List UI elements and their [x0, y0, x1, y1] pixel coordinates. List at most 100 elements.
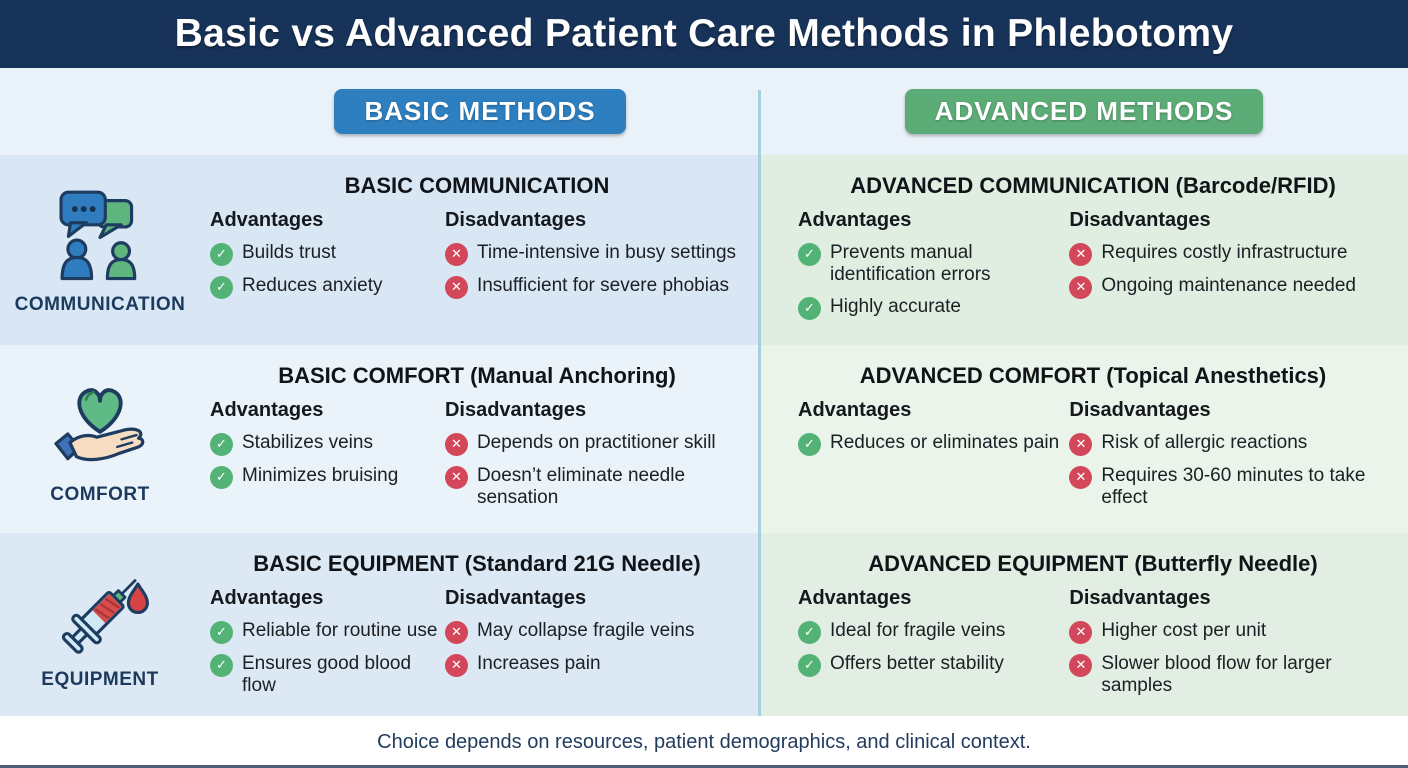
cross-icon: ✕	[444, 466, 468, 489]
advantages-column: Advantages ✓ Reliable for routine use ✓ Ens…	[210, 587, 445, 707]
item-text: Ideal for fragile veins	[830, 620, 1006, 641]
row-comfort: COMFORT BASIC COMFORT (Manual Anchoring)…	[0, 345, 1408, 533]
category-label: EQUIPMENT	[41, 668, 159, 690]
disadvantage-item: ✕ Ongoing maintenance needed	[1069, 275, 1388, 299]
category-label: COMFORT	[50, 484, 150, 505]
cell-title: ADVANCED COMMUNICATION (Barcode/RFID)	[850, 173, 1336, 198]
page-title: Basic vs Advanced Patient Care Methods i…	[174, 12, 1234, 55]
item-text: Builds trust	[242, 242, 336, 263]
disadvantage-item: ✕ Increases pain	[444, 653, 744, 677]
basic-methods-badge: BASIC METHODS	[334, 89, 626, 134]
advanced-equipment-cell: ADVANCED EQUIPMENT (Butterfly Needle) Ad…	[760, 533, 1408, 716]
check-icon: ✓	[798, 654, 821, 677]
communication-icon-cell: COMMUNICATION	[0, 155, 200, 345]
item-text: May collapse fragile veins	[476, 620, 695, 641]
comfort-icon-cell: COMFORT	[0, 345, 200, 533]
disadvantage-item: ✕ Insufficient for severe phobias	[444, 275, 744, 299]
disadvantages-column: Disadvantages ✕ Higher cost per unit ✕ Slow…	[1069, 587, 1388, 707]
advantage-item: ✓ Ideal for fragile veins	[798, 620, 1069, 644]
advantage-item: ✓ Ensures good blood flow	[210, 653, 445, 698]
disadvantages-column: Disadvantages ✕ Depends on practitioner s…	[444, 399, 744, 519]
item-text: Time-intensive in busy settings	[476, 242, 737, 263]
cross-icon: ✕	[1069, 433, 1093, 456]
disadvantages-list: ✕ May collapse fragile veins ✕ Increases pa…	[444, 620, 744, 677]
item-text: Reliable for routine use	[242, 620, 438, 641]
item-text: Requires 30-60 minutes to take effect	[1101, 465, 1366, 509]
basic-comfort-cell: BASIC COMFORT (Manual Anchoring) Advanta…	[200, 345, 760, 533]
category-label: COMMUNICATION	[14, 294, 186, 315]
advanced-zone: ADVANCED METHODS	[760, 89, 1408, 134]
item-text: Higher cost per unit	[1101, 620, 1267, 641]
disadvantages-heading: Disadvantages	[1069, 399, 1211, 421]
advantages-list: ✓ Reduces or eliminates pain	[798, 432, 1069, 456]
basic-zone: BASIC METHODS	[200, 89, 760, 134]
advantage-item: ✓ Stabilizes veins	[210, 432, 445, 456]
advantages-list: ✓ Ideal for fragile veins ✓ Offers better s…	[798, 620, 1069, 677]
disadvantage-item: ✕ Depends on practitioner skill	[444, 432, 744, 456]
check-icon: ✓	[798, 296, 821, 320]
item-text: Insufficient for severe phobias	[476, 275, 730, 296]
disadvantages-list: ✕ Requires costly infrastructure ✕ Ongoing …	[1069, 242, 1388, 299]
cross-icon: ✕	[1069, 276, 1093, 299]
advanced-comfort-cell: ADVANCED COMFORT (Topical Anesthetics) A…	[760, 345, 1408, 533]
method-header-band: BASIC METHODS ADVANCED METHODS	[0, 68, 1408, 155]
cross-icon: ✕	[1069, 243, 1093, 266]
cross-icon: ✕	[444, 276, 468, 299]
disadvantages-list: ✕ Depends on practitioner skill ✕ Doesn’t e…	[444, 432, 744, 510]
advantages-column: Advantages ✓ Builds trust ✓ Reduces anxiety	[210, 209, 445, 308]
advantages-heading: Advantages	[210, 209, 324, 231]
check-icon: ✓	[210, 621, 233, 644]
advanced-communication-cell: ADVANCED COMMUNICATION (Barcode/RFID) Ad…	[760, 155, 1408, 345]
advantages-heading: Advantages	[210, 587, 324, 609]
item-text: Reduces anxiety	[242, 275, 383, 296]
cross-icon: ✕	[444, 433, 468, 456]
disadvantages-list: ✕ Risk of allergic reactions ✕ Requires 30-…	[1069, 432, 1388, 510]
footer-bar: Choice depends on resources, patient dem…	[0, 716, 1408, 768]
heart-in-hand-icon	[54, 388, 145, 462]
advantage-item: ✓ Reduces or eliminates pain	[798, 432, 1069, 456]
advantages-list: ✓ Reliable for routine use ✓ Ensures good b…	[210, 620, 445, 698]
equipment-icon-cell: EQUIPMENT	[0, 533, 200, 716]
item-text: Requires costly infrastructure	[1101, 242, 1348, 263]
advantages-column: Advantages ✓ Prevents manual identificati…	[798, 209, 1069, 329]
disadvantages-column: Disadvantages ✕ Time-intensive in busy se…	[444, 209, 744, 308]
item-text: Stabilizes veins	[242, 432, 373, 453]
disadvantage-item: ✕ May collapse fragile veins	[444, 620, 744, 644]
check-icon: ✓	[210, 654, 233, 677]
item-text: Offers better stability	[830, 653, 1004, 674]
disadvantages-list: ✕ Higher cost per unit ✕ Slower blood flow …	[1069, 620, 1388, 698]
advantage-item: ✓ Minimizes bruising	[210, 465, 445, 489]
basic-communication-cell: BASIC COMMUNICATION Advantages ✓ Builds t…	[200, 155, 760, 345]
disadvantages-column: Disadvantages ✕ Risk of allergic reaction…	[1069, 399, 1388, 519]
column-divider-line	[758, 90, 761, 716]
advantage-item: ✓ Highly accurate	[798, 296, 1069, 320]
footer-note: Choice depends on resources, patient dem…	[377, 730, 1031, 753]
item-text: Ongoing maintenance needed	[1101, 275, 1356, 296]
advantages-heading: Advantages	[798, 209, 912, 231]
advantage-item: ✓ Reliable for routine use	[210, 620, 445, 644]
row-equipment: EQUIPMENT BASIC EQUIPMENT (Standard 21G …	[0, 533, 1408, 716]
advanced-methods-badge: ADVANCED METHODS	[904, 89, 1264, 134]
disadvantage-item: ✕ Requires costly infrastructure	[1069, 242, 1388, 266]
basic-equipment-cell: BASIC EQUIPMENT (Standard 21G Needle) Ad…	[200, 533, 760, 716]
disadvantages-column: Disadvantages ✕ May collapse fragile vein…	[444, 587, 744, 707]
cell-title: BASIC COMFORT (Manual Anchoring)	[278, 363, 676, 388]
disadvantage-item: ✕ Risk of allergic reactions	[1069, 432, 1388, 456]
disadvantage-item: ✕ Doesn’t eliminate needle sensation	[444, 465, 744, 510]
advantage-item: ✓ Prevents manual identification errors	[798, 242, 1069, 287]
check-icon: ✓	[798, 433, 821, 456]
row-communication: COMMUNICATION BASIC COMMUNICATION Advant…	[0, 155, 1408, 345]
item-text: Depends on practitioner skill	[476, 432, 716, 453]
cross-icon: ✕	[1069, 621, 1093, 644]
advantage-item: ✓ Offers better stability	[798, 653, 1069, 677]
cell-title: ADVANCED EQUIPMENT (Butterfly Needle)	[868, 551, 1318, 576]
cross-icon: ✕	[1069, 654, 1093, 677]
advantages-heading: Advantages	[798, 399, 912, 421]
syringe-icon	[61, 578, 149, 654]
bottom-edge-line	[0, 765, 1408, 768]
advantages-list: ✓ Stabilizes veins ✓ Minimizes bruising	[210, 432, 445, 489]
item-text: Risk of allergic reactions	[1101, 432, 1308, 453]
disadvantages-heading: Disadvantages	[444, 587, 587, 609]
item-text: Ensures good blood flow	[242, 653, 412, 697]
advantages-column: Advantages ✓ Reduces or eliminates pain	[798, 399, 1069, 519]
